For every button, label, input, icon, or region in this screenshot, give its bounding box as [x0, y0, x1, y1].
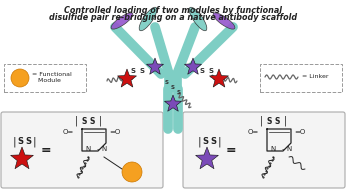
- Text: |: |: [260, 116, 263, 126]
- Text: S: S: [274, 116, 280, 125]
- Circle shape: [122, 162, 142, 182]
- Text: |: |: [217, 137, 221, 147]
- Text: S: S: [81, 116, 87, 125]
- Text: disulfide pair re-bridging on a native antibody scaffold: disulfide pair re-bridging on a native a…: [49, 13, 297, 22]
- Text: N: N: [286, 146, 292, 152]
- Polygon shape: [209, 69, 228, 87]
- Text: N: N: [85, 146, 91, 152]
- Text: =O: =O: [294, 129, 305, 135]
- Text: =O: =O: [109, 129, 120, 135]
- Text: |: |: [283, 116, 286, 126]
- Text: |: |: [197, 137, 201, 147]
- Text: Module: Module: [32, 78, 61, 84]
- Text: S: S: [202, 138, 208, 146]
- Text: -: -: [97, 146, 99, 152]
- Text: S: S: [17, 138, 23, 146]
- Text: S: S: [165, 80, 169, 85]
- Text: S: S: [89, 116, 95, 125]
- Bar: [260, 64, 342, 92]
- FancyBboxPatch shape: [1, 112, 163, 188]
- Text: S: S: [171, 85, 175, 90]
- Text: |: |: [12, 137, 16, 147]
- Text: =: =: [226, 145, 236, 157]
- Text: |: |: [74, 116, 78, 126]
- Text: O=: O=: [63, 129, 74, 135]
- Text: -: -: [282, 146, 284, 152]
- Ellipse shape: [213, 13, 235, 29]
- Text: S: S: [266, 116, 272, 125]
- Polygon shape: [146, 58, 164, 74]
- Text: = Linker: = Linker: [302, 74, 328, 80]
- Text: S: S: [139, 68, 145, 74]
- Polygon shape: [195, 147, 218, 169]
- Text: S: S: [200, 68, 204, 74]
- Circle shape: [11, 69, 29, 87]
- FancyBboxPatch shape: [183, 112, 345, 188]
- Text: S: S: [209, 68, 213, 74]
- Text: =: =: [41, 145, 51, 157]
- Polygon shape: [11, 147, 34, 169]
- Polygon shape: [118, 69, 137, 87]
- Text: S: S: [177, 90, 181, 95]
- Polygon shape: [184, 58, 202, 74]
- Text: N: N: [270, 146, 276, 152]
- Bar: [4, 64, 86, 92]
- Text: = Functional: = Functional: [32, 71, 72, 77]
- Polygon shape: [164, 95, 182, 111]
- Text: |: |: [32, 137, 36, 147]
- Ellipse shape: [189, 7, 207, 31]
- Text: N: N: [101, 146, 107, 152]
- Text: Controlled loading of two modules by functional: Controlled loading of two modules by fun…: [64, 6, 282, 15]
- Text: O=: O=: [248, 129, 259, 135]
- Ellipse shape: [111, 13, 133, 29]
- Text: S: S: [210, 138, 216, 146]
- Ellipse shape: [139, 7, 157, 31]
- Text: S: S: [25, 138, 31, 146]
- Text: |: |: [98, 116, 102, 126]
- Text: S: S: [130, 68, 136, 74]
